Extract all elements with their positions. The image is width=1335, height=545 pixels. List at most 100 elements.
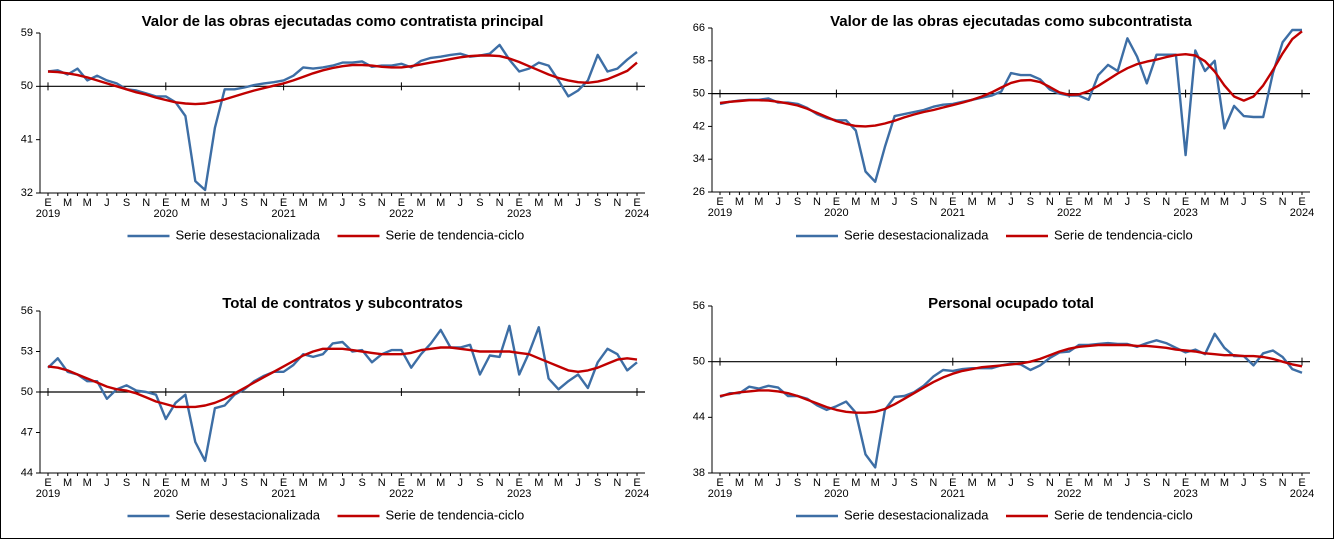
x-tick-label: J <box>1125 196 1131 208</box>
x-tick-label: M <box>63 477 72 489</box>
x-tick-label: N <box>496 477 504 489</box>
x-tick-label: M <box>436 477 445 489</box>
x-tick-label: M <box>318 197 327 209</box>
x-tick-label: M <box>83 477 92 489</box>
x-tick-label: M <box>1103 477 1112 489</box>
x-tick-label: N <box>496 197 504 209</box>
legend-label: Serie de tendencia-ciclo <box>386 227 525 242</box>
x-tick-label: J <box>892 477 898 489</box>
x-tick-label: M <box>851 196 860 208</box>
x-tick-label: N <box>1162 196 1170 208</box>
series-line <box>719 30 1303 128</box>
chart-title: Personal ocupado total <box>928 295 1094 312</box>
x-tick-label: M <box>181 477 190 489</box>
y-tick-label: 53 <box>21 345 33 357</box>
y-tick-label: 47 <box>21 426 33 438</box>
x-tick-label: S <box>1143 196 1150 208</box>
x-tick-label: S <box>794 477 801 489</box>
x-tick-label: S <box>476 477 483 489</box>
y-tick-label: 44 <box>693 411 705 423</box>
x-tick-label: S <box>594 197 601 209</box>
x-year-label: 2019 <box>36 208 60 220</box>
x-tick-label: M <box>534 197 543 209</box>
x-year-label: 2024 <box>1290 488 1314 500</box>
x-tick-label: J <box>775 477 781 489</box>
x-tick-label: E <box>280 197 287 209</box>
x-tick-label: E <box>833 477 840 489</box>
x-tick-label: M <box>871 477 880 489</box>
x-tick-label: S <box>1027 477 1034 489</box>
x-year-label: 2022 <box>389 488 413 500</box>
x-tick-label: N <box>1279 477 1287 489</box>
x-tick-label: E <box>162 197 169 209</box>
x-tick-label: E <box>516 197 523 209</box>
x-tick-label: M <box>1103 196 1112 208</box>
x-tick-label: E <box>949 477 956 489</box>
chart-title: Valor de las obras ejecutadas como contr… <box>142 13 544 30</box>
chart-panel: Valor de las obras ejecutadas como subco… <box>693 13 1314 242</box>
x-tick-label: J <box>458 197 464 209</box>
x-tick-label: N <box>613 477 621 489</box>
chart-title: Valor de las obras ejecutadas como subco… <box>830 13 1192 30</box>
x-tick-label: M <box>1084 196 1093 208</box>
x-tick-label: M <box>181 197 190 209</box>
x-tick-label: S <box>794 196 801 208</box>
x-tick-label: N <box>813 196 821 208</box>
x-tick-label: S <box>241 197 248 209</box>
x-tick-label: J <box>575 197 581 209</box>
x-tick-label: N <box>378 197 386 209</box>
series-line <box>719 343 1303 414</box>
x-tick-label: M <box>754 477 763 489</box>
x-tick-label: S <box>910 477 917 489</box>
x-tick-label: M <box>1220 477 1229 489</box>
series-line <box>47 324 638 463</box>
x-tick-label: M <box>299 477 308 489</box>
x-tick-label: M <box>987 477 996 489</box>
chart-title: Total de contratos y subcontratos <box>222 295 463 312</box>
x-tick-label: S <box>358 197 365 209</box>
x-tick-label: N <box>1046 477 1054 489</box>
x-tick-label: J <box>775 196 781 208</box>
x-tick-label: E <box>1182 196 1189 208</box>
x-tick-label: E <box>398 477 405 489</box>
series-line <box>47 346 638 409</box>
y-tick-label: 56 <box>21 305 33 317</box>
x-tick-label: S <box>358 477 365 489</box>
x-tick-label: N <box>260 197 268 209</box>
legend-label: Serie de tendencia-ciclo <box>386 507 525 522</box>
x-tick-label: S <box>1027 196 1034 208</box>
x-tick-label: J <box>1008 196 1014 208</box>
x-tick-label: J <box>340 197 346 209</box>
x-tick-label: M <box>534 477 543 489</box>
y-tick-label: 50 <box>21 80 33 92</box>
x-tick-label: N <box>613 197 621 209</box>
y-tick-label: 34 <box>693 153 705 165</box>
x-tick-label: M <box>416 197 425 209</box>
x-tick-label: S <box>1260 477 1267 489</box>
x-year-label: 2024 <box>1290 207 1314 219</box>
legend-label: Serie de tendencia-ciclo <box>1054 507 1193 522</box>
x-tick-label: M <box>1200 196 1209 208</box>
series-line <box>719 28 1302 183</box>
x-tick-label: M <box>436 197 445 209</box>
x-tick-label: N <box>929 196 937 208</box>
x-tick-label: M <box>968 196 977 208</box>
x-year-label: 2023 <box>507 208 531 220</box>
x-tick-label: E <box>1066 477 1073 489</box>
x-tick-label: E <box>716 196 723 208</box>
x-year-label: 2024 <box>625 488 649 500</box>
x-year-label: 2020 <box>154 208 178 220</box>
x-tick-label: M <box>1084 477 1093 489</box>
x-year-label: 2022 <box>1057 488 1081 500</box>
x-tick-label: E <box>44 197 51 209</box>
x-tick-label: M <box>416 477 425 489</box>
x-tick-label: N <box>1046 196 1054 208</box>
legend-label: Serie de tendencia-ciclo <box>1054 227 1193 242</box>
y-tick-label: 32 <box>21 187 33 199</box>
x-year-label: 2020 <box>154 488 178 500</box>
y-tick-label: 50 <box>693 88 705 100</box>
x-tick-label: E <box>1066 196 1073 208</box>
legend-label: Serie desestacionalizada <box>844 227 989 242</box>
x-tick-label: E <box>1182 477 1189 489</box>
